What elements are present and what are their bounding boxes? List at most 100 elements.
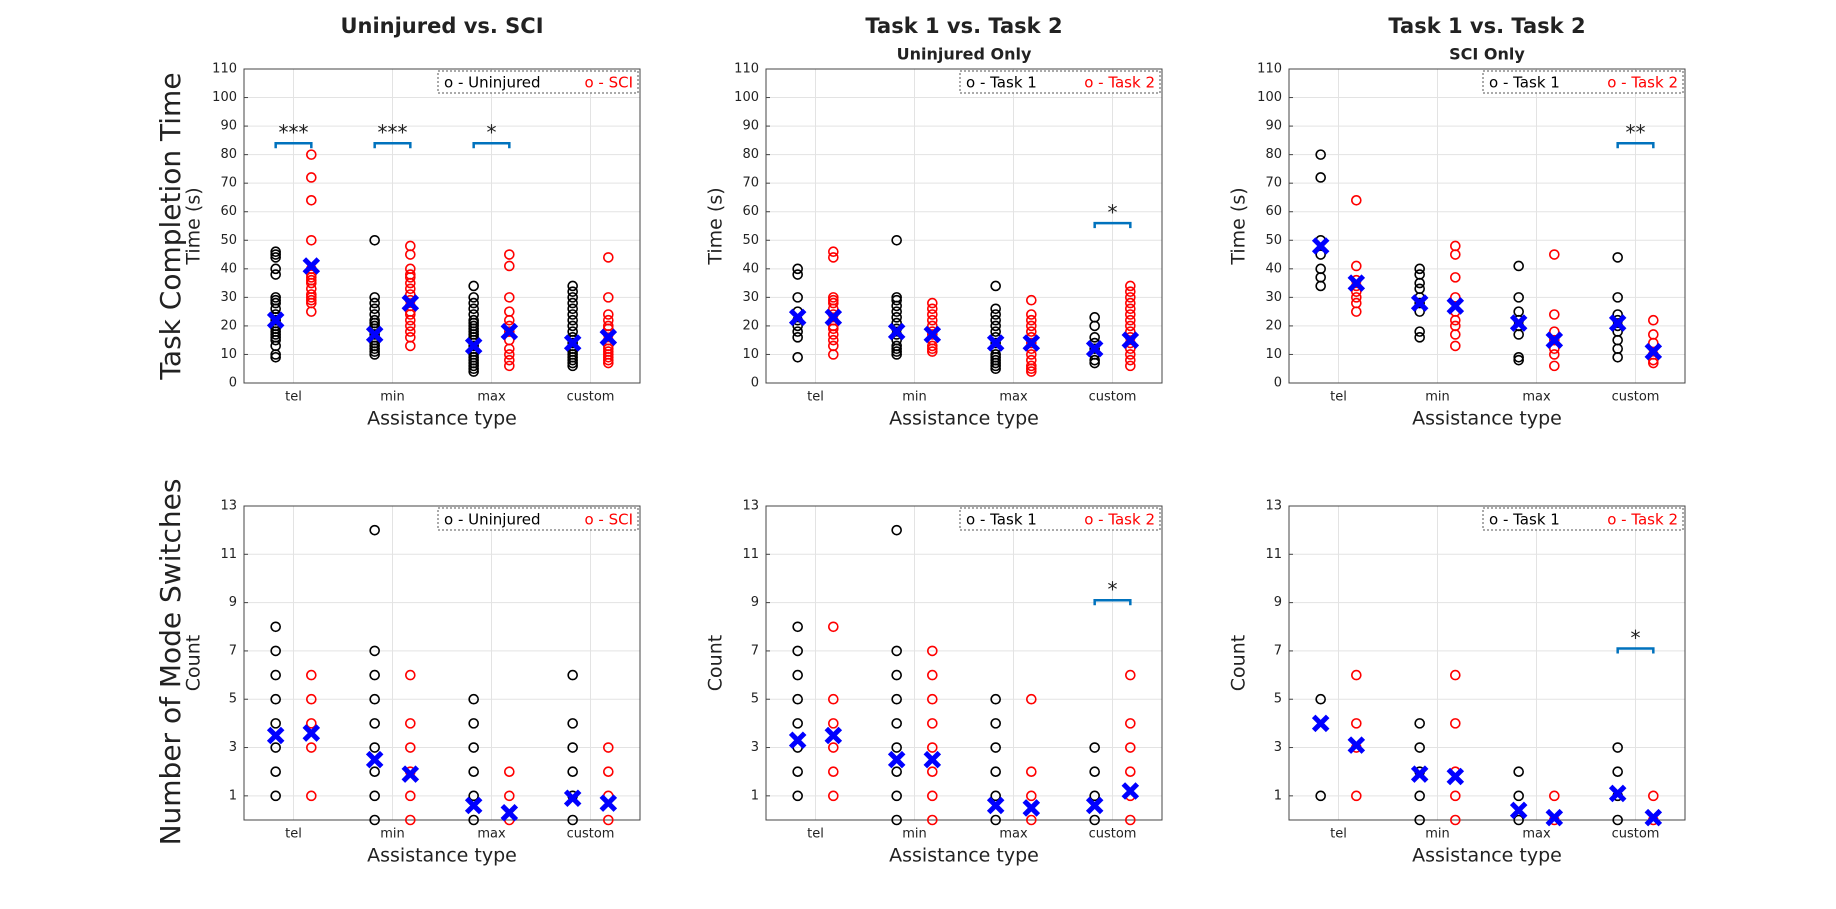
data-point [927, 669, 938, 681]
data-point [369, 742, 380, 753]
data-point [1125, 314, 1136, 326]
data-point [990, 790, 1001, 802]
y-tick-label: 90 [742, 119, 759, 134]
data-point [504, 766, 515, 777]
data-point [1315, 263, 1326, 275]
x-tick-label: min [380, 827, 405, 842]
row-label: Task Completion Time [154, 72, 187, 380]
data-point [567, 280, 578, 292]
data-point [792, 263, 803, 275]
significance-bracket [1093, 221, 1132, 229]
y-tick-label: 5 [229, 692, 237, 707]
data-point [1315, 172, 1326, 183]
data-point [1414, 263, 1425, 275]
data-point [792, 645, 803, 657]
y-tick-label: 1 [751, 788, 759, 803]
chart-title: Uninjured vs. SCI [340, 14, 543, 38]
x-tick-label: min [902, 827, 927, 842]
data-point [792, 269, 803, 280]
data-point [504, 306, 515, 317]
data-point [1125, 303, 1136, 315]
y-tick-label: 20 [1265, 318, 1282, 333]
data-point [1414, 718, 1425, 729]
data-point [405, 320, 416, 332]
y-tick-label: 40 [1265, 261, 1282, 276]
y-tick-label: 1 [1274, 788, 1282, 803]
data-point [405, 669, 416, 681]
data-point [828, 292, 839, 303]
data-point [1513, 766, 1524, 777]
mean-marker [599, 794, 618, 812]
y-tick-label: 9 [751, 595, 759, 610]
x-tick-label: tel [807, 827, 824, 842]
data-point [306, 234, 317, 246]
data-point [369, 303, 380, 315]
y-tick-label: 0 [751, 376, 759, 391]
y-tick-label: 90 [1265, 119, 1282, 134]
mean-marker [1644, 808, 1663, 827]
y-tick-label: 1 [229, 788, 237, 803]
data-point [1315, 790, 1326, 802]
data-point [1414, 814, 1425, 826]
data-point [1026, 309, 1037, 320]
data-point [1648, 329, 1659, 340]
data-point [891, 312, 902, 323]
axes-box [243, 505, 641, 821]
data-point [1125, 354, 1136, 366]
data-point [405, 790, 416, 802]
legend-entry: o - Task 1 [966, 74, 1037, 92]
chart-title: Task 1 vs. Task 2 [1388, 14, 1585, 38]
data-point [369, 297, 380, 309]
data-point [405, 289, 416, 300]
mean-marker [401, 765, 420, 783]
legend-box [959, 507, 1161, 531]
mean-marker [1509, 314, 1528, 332]
data-point [1450, 340, 1461, 352]
data-point [792, 292, 803, 303]
y-axis-label: Count [705, 635, 727, 691]
mean-marker [266, 311, 285, 329]
x-tick-label: min [1425, 390, 1450, 405]
data-point [1648, 314, 1659, 326]
significance-bracket [373, 141, 412, 149]
data-point [270, 292, 281, 303]
mean-marker [788, 731, 807, 750]
y-tick-label: 100 [1257, 90, 1282, 105]
data-point [468, 814, 479, 826]
y-tick-label: 90 [220, 119, 237, 134]
x-axis-label: Assistance type [889, 845, 1039, 867]
x-tick-label: tel [1330, 827, 1347, 842]
data-point [990, 354, 1001, 366]
y-tick-label: 30 [220, 290, 237, 305]
data-point [891, 718, 902, 729]
plot-area [1289, 506, 1685, 820]
data-point [603, 314, 614, 326]
data-point [567, 309, 578, 320]
data-point [468, 693, 479, 705]
x-tick-label: max [999, 390, 1028, 405]
data-point [369, 790, 380, 802]
data-point [567, 292, 578, 303]
data-point [369, 766, 380, 777]
data-point [828, 252, 839, 263]
data-point [792, 766, 803, 777]
data-point [990, 814, 1001, 826]
plot-area [1289, 69, 1685, 383]
y-tick-label: 10 [742, 347, 759, 362]
data-point [891, 766, 902, 777]
x-tick-label: tel [807, 390, 824, 405]
significance-label: * [487, 121, 497, 145]
plot-area [244, 506, 640, 820]
data-point [306, 149, 317, 160]
data-point [567, 669, 578, 681]
data-point [270, 742, 281, 753]
mean-marker [1509, 801, 1528, 820]
y-axis-label: Time (s) [183, 187, 205, 265]
data-point [567, 326, 578, 337]
data-point [306, 693, 317, 705]
y-tick-label: 0 [1274, 376, 1282, 391]
data-point [405, 326, 416, 337]
data-point [1549, 790, 1560, 802]
y-tick-label: 20 [742, 318, 759, 333]
